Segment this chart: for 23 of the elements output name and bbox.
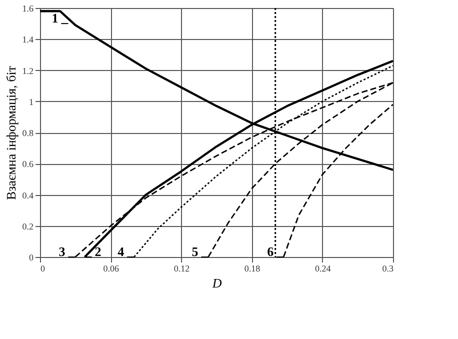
annotation: 1 bbox=[52, 10, 58, 26]
annotation: 3 bbox=[58, 244, 66, 259]
y-tick-label: 0.4 bbox=[22, 190, 34, 200]
y-tick-label: 1.2 bbox=[22, 66, 34, 76]
y-tick-label: 1.6 bbox=[22, 4, 34, 14]
annotation: 4 bbox=[118, 244, 125, 259]
y-tick-label: 1.4 bbox=[22, 34, 34, 45]
y-tick-label: 0.2 bbox=[22, 221, 34, 232]
y-axis-title: Взаємна інформація, біт bbox=[3, 66, 18, 200]
y-tick-label: 0.6 bbox=[22, 159, 34, 170]
x-tick-label: 0.18 bbox=[244, 264, 261, 274]
x-tick-label: 0 bbox=[40, 264, 46, 274]
x-tick-label: 0.12 bbox=[174, 264, 190, 274]
annotation: 2 bbox=[94, 244, 102, 259]
x-tick-label: 0.06 bbox=[103, 264, 120, 274]
y-tick-label: 1 bbox=[29, 96, 34, 107]
y-tick-label: 0 bbox=[29, 252, 34, 262]
annotation: 5 bbox=[192, 244, 199, 259]
x-axis-title: D bbox=[211, 276, 222, 290]
y-tick-label: 0.8 bbox=[22, 128, 34, 138]
annotation: 6 bbox=[267, 244, 274, 259]
x-tick-label: 0.24 bbox=[315, 264, 332, 274]
x-tick-label: 0.3 bbox=[382, 264, 394, 274]
